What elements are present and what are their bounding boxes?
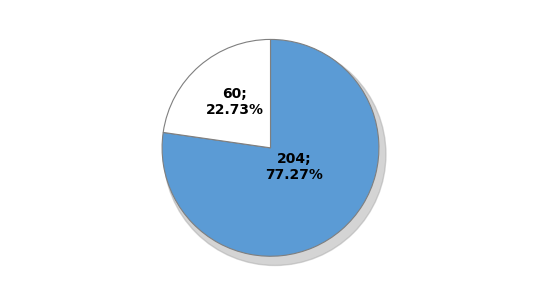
Text: 204;
77.27%: 204; 77.27%	[266, 152, 324, 182]
Wedge shape	[162, 39, 379, 256]
Ellipse shape	[164, 43, 386, 265]
Wedge shape	[163, 39, 270, 148]
Text: 60;
22.73%: 60; 22.73%	[206, 87, 263, 117]
